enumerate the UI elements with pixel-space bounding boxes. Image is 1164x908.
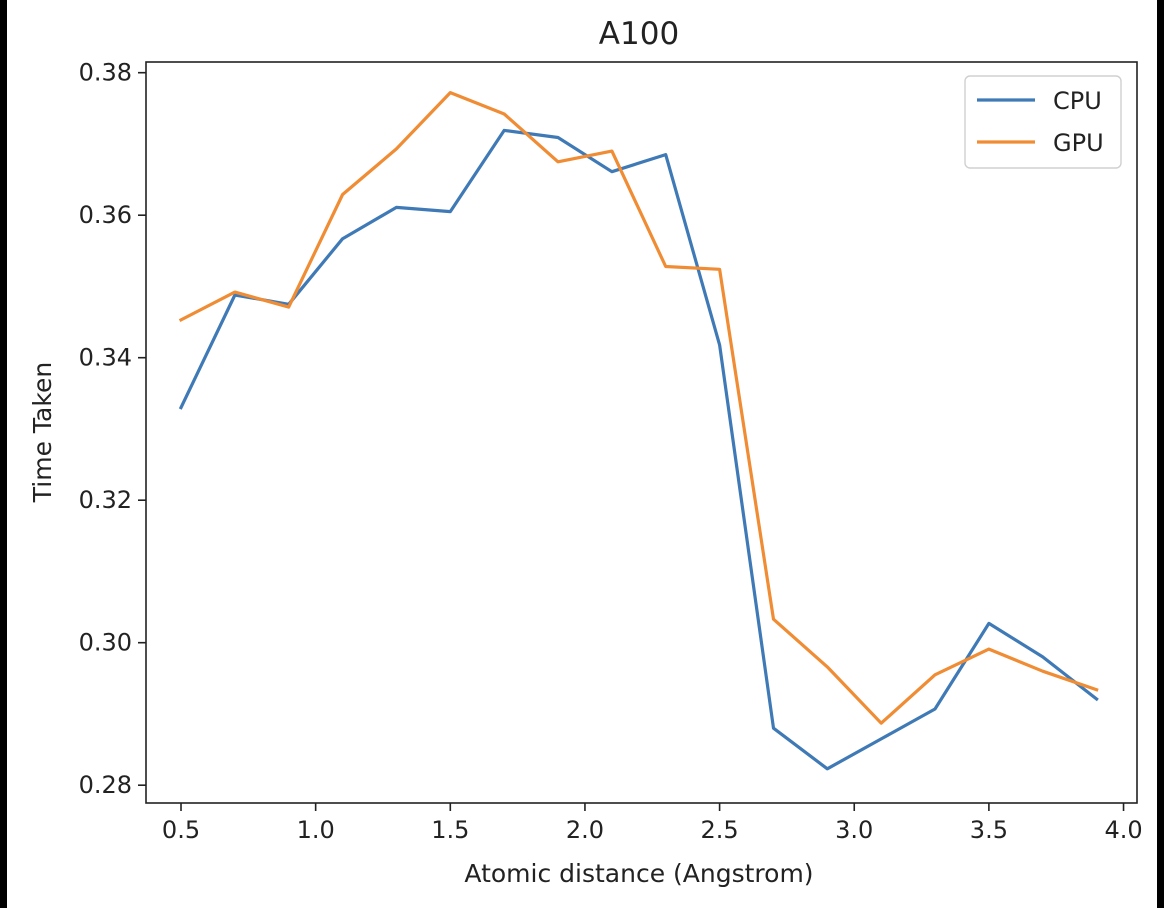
line-chart: A100 0.5 1.0 1.5 2.0 2.5 3.0 3.5 4.0 0.28 0.30 0.3…	[28, 16, 1143, 888]
plot-frame	[145, 61, 1138, 804]
y-axis-label: Time Taken	[28, 362, 57, 503]
x-tick-label: 1.5	[431, 816, 469, 844]
x-tick-label: 0.5	[162, 816, 200, 844]
series-line-gpu	[178, 90, 1099, 725]
x-tick-label: 4.0	[1104, 816, 1142, 844]
plot-area: 0.5 1.0 1.5 2.0 2.5 3.0 3.5 4.0 0.28 0.30 0.32 0.34…	[79, 59, 1143, 844]
y-tick-label: 0.38	[79, 59, 132, 87]
legend: CPU GPU	[964, 75, 1122, 169]
y-tick-label: 0.28	[79, 771, 132, 799]
x-tick-label: 3.0	[835, 816, 873, 844]
figure-canvas: A100 0.5 1.0 1.5 2.0 2.5 3.0 3.5 4.0 0.28 0.30 0.3…	[7, 0, 1157, 908]
y-tick-label: 0.34	[79, 344, 132, 372]
y-tick-label: 0.36	[79, 201, 132, 229]
legend-label-gpu: GPU	[1053, 129, 1104, 157]
x-tick-label: 1.0	[297, 816, 335, 844]
y-tick-label: 0.32	[79, 486, 132, 514]
x-tick-label: 2.0	[566, 816, 604, 844]
chart-title: A100	[599, 16, 679, 52]
x-tick-label: 3.5	[970, 816, 1008, 844]
x-axis-label: Atomic distance (Angstrom)	[464, 859, 813, 888]
y-tick-label: 0.30	[79, 629, 132, 657]
series-line-cpu	[178, 128, 1099, 771]
x-tick-label: 2.5	[701, 816, 739, 844]
legend-label-cpu: CPU	[1053, 87, 1102, 115]
